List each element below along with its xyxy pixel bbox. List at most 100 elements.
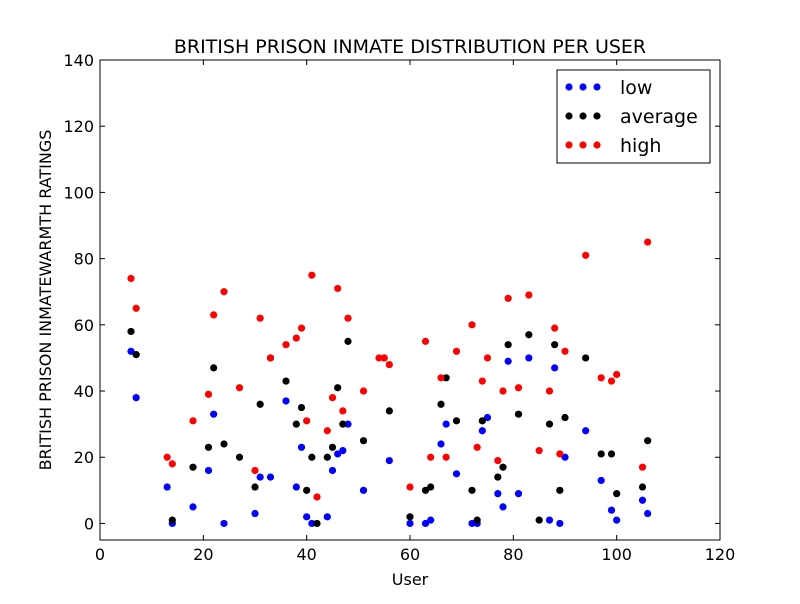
x-axis-ticks: 0 20 40 60 80 100 120 [95,60,735,564]
point-high-24 [375,354,383,362]
point-average-22 [359,437,368,445]
point-low-26 [437,440,445,448]
y-tick-label: 0 [84,514,94,533]
point-low-31 [478,427,486,435]
point-average-24 [385,407,393,415]
point-low-11 [282,397,290,405]
x-tick-label: 100 [601,545,632,564]
point-average-6 [220,440,228,448]
legend-marker-low [579,83,587,91]
point-low-13 [297,443,306,451]
point-low-24 [421,519,430,528]
point-high-7 [220,288,228,296]
point-low-10 [266,473,275,481]
point-average-47 [613,490,621,498]
point-low-29 [468,519,476,528]
point-average-1 [132,351,140,359]
y-tick-label: 100 [63,183,94,202]
point-average-49 [644,437,652,445]
point-high-2 [163,453,171,461]
x-tick-label: 20 [193,545,213,564]
point-high-52 [644,238,652,246]
x-tick-label: 120 [705,545,736,564]
point-high-36 [483,354,492,362]
point-high-3 [168,460,176,468]
point-average-39 [535,516,543,524]
point-low-8 [251,509,259,518]
point-average-37 [514,410,523,418]
point-low-43 [597,476,605,485]
x-tick-label: 40 [296,545,316,564]
legend-marker-high [593,141,601,149]
point-average-41 [551,341,559,349]
point-high-38 [499,387,507,395]
point-low-27 [442,420,450,428]
y-axis-label: BRITISH PRISON INMATEWARMTH RATINGS [36,130,55,471]
y-tick-label: 40 [74,382,94,401]
point-low-2 [163,483,171,491]
point-high-26 [385,360,393,369]
point-low-12 [292,483,300,491]
point-high-4 [189,417,197,425]
point-low-14 [303,513,311,521]
point-low-9 [256,473,264,481]
point-low-41 [561,453,569,461]
point-average-0 [127,327,135,336]
point-low-21 [359,486,368,494]
point-high-51 [638,463,647,471]
point-average-2 [168,516,176,524]
point-high-49 [607,377,616,385]
point-low-25 [427,516,435,524]
point-low-37 [525,354,533,362]
point-low-28 [452,470,461,478]
legend-label-average: average [620,106,698,128]
point-high-15 [303,417,311,425]
point-low-20 [344,420,352,428]
x-tick-label: 60 [400,545,420,564]
point-average-25 [406,513,414,521]
point-high-1 [132,304,140,312]
point-average-28 [437,400,445,408]
point-high-32 [452,347,461,355]
point-average-18 [328,443,337,451]
point-average-48 [638,483,647,491]
point-average-8 [251,483,259,491]
y-tick-label: 20 [74,448,94,467]
point-high-45 [556,450,564,458]
point-high-50 [613,370,621,379]
x-tick-label: 0 [95,545,105,564]
point-average-12 [292,420,300,428]
x-tick-label: 80 [503,545,523,564]
points-layer [127,238,652,528]
point-low-0 [127,347,135,355]
legend: low average high [556,69,711,164]
point-low-42 [582,427,590,435]
point-high-33 [468,321,476,329]
point-high-18 [323,427,331,435]
point-high-14 [297,324,306,332]
point-high-41 [525,291,533,299]
point-high-42 [535,447,543,455]
point-low-6 [210,410,218,418]
legend-marker-high [579,141,587,149]
point-average-34 [494,473,502,481]
point-high-6 [210,311,218,319]
point-low-18 [334,450,342,458]
point-low-33 [494,490,502,498]
point-high-28 [421,337,430,345]
legend-marker-low [593,83,601,91]
point-high-30 [437,374,445,382]
point-low-32 [483,413,492,422]
point-average-33 [478,417,486,425]
point-high-8 [235,384,244,392]
y-tick-label: 120 [63,117,94,136]
legend-marker-average [593,112,601,120]
legend-marker-average [579,112,587,120]
point-high-11 [266,354,275,362]
point-high-46 [561,347,569,355]
point-average-26 [421,486,430,494]
point-high-25 [380,354,388,362]
x-axis-label: User [392,570,429,589]
point-high-20 [334,284,342,293]
